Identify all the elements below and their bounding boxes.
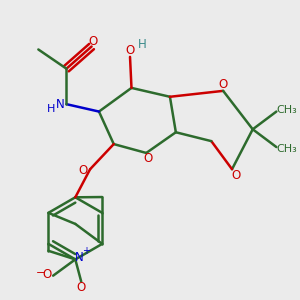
Text: O: O [143, 152, 152, 165]
Text: O: O [125, 44, 135, 57]
Text: +: + [82, 246, 90, 256]
Text: O: O [88, 35, 98, 48]
Text: CH₃: CH₃ [276, 105, 297, 115]
Text: O: O [231, 169, 240, 182]
Text: CH₃: CH₃ [276, 143, 297, 154]
Text: O: O [218, 78, 228, 92]
Text: O: O [76, 281, 86, 294]
Text: O: O [78, 164, 87, 177]
Text: N: N [56, 98, 65, 111]
Text: −: − [36, 268, 45, 278]
Text: N: N [74, 251, 83, 264]
Text: H: H [47, 104, 55, 115]
Text: H: H [138, 38, 147, 51]
Text: O: O [43, 268, 52, 281]
